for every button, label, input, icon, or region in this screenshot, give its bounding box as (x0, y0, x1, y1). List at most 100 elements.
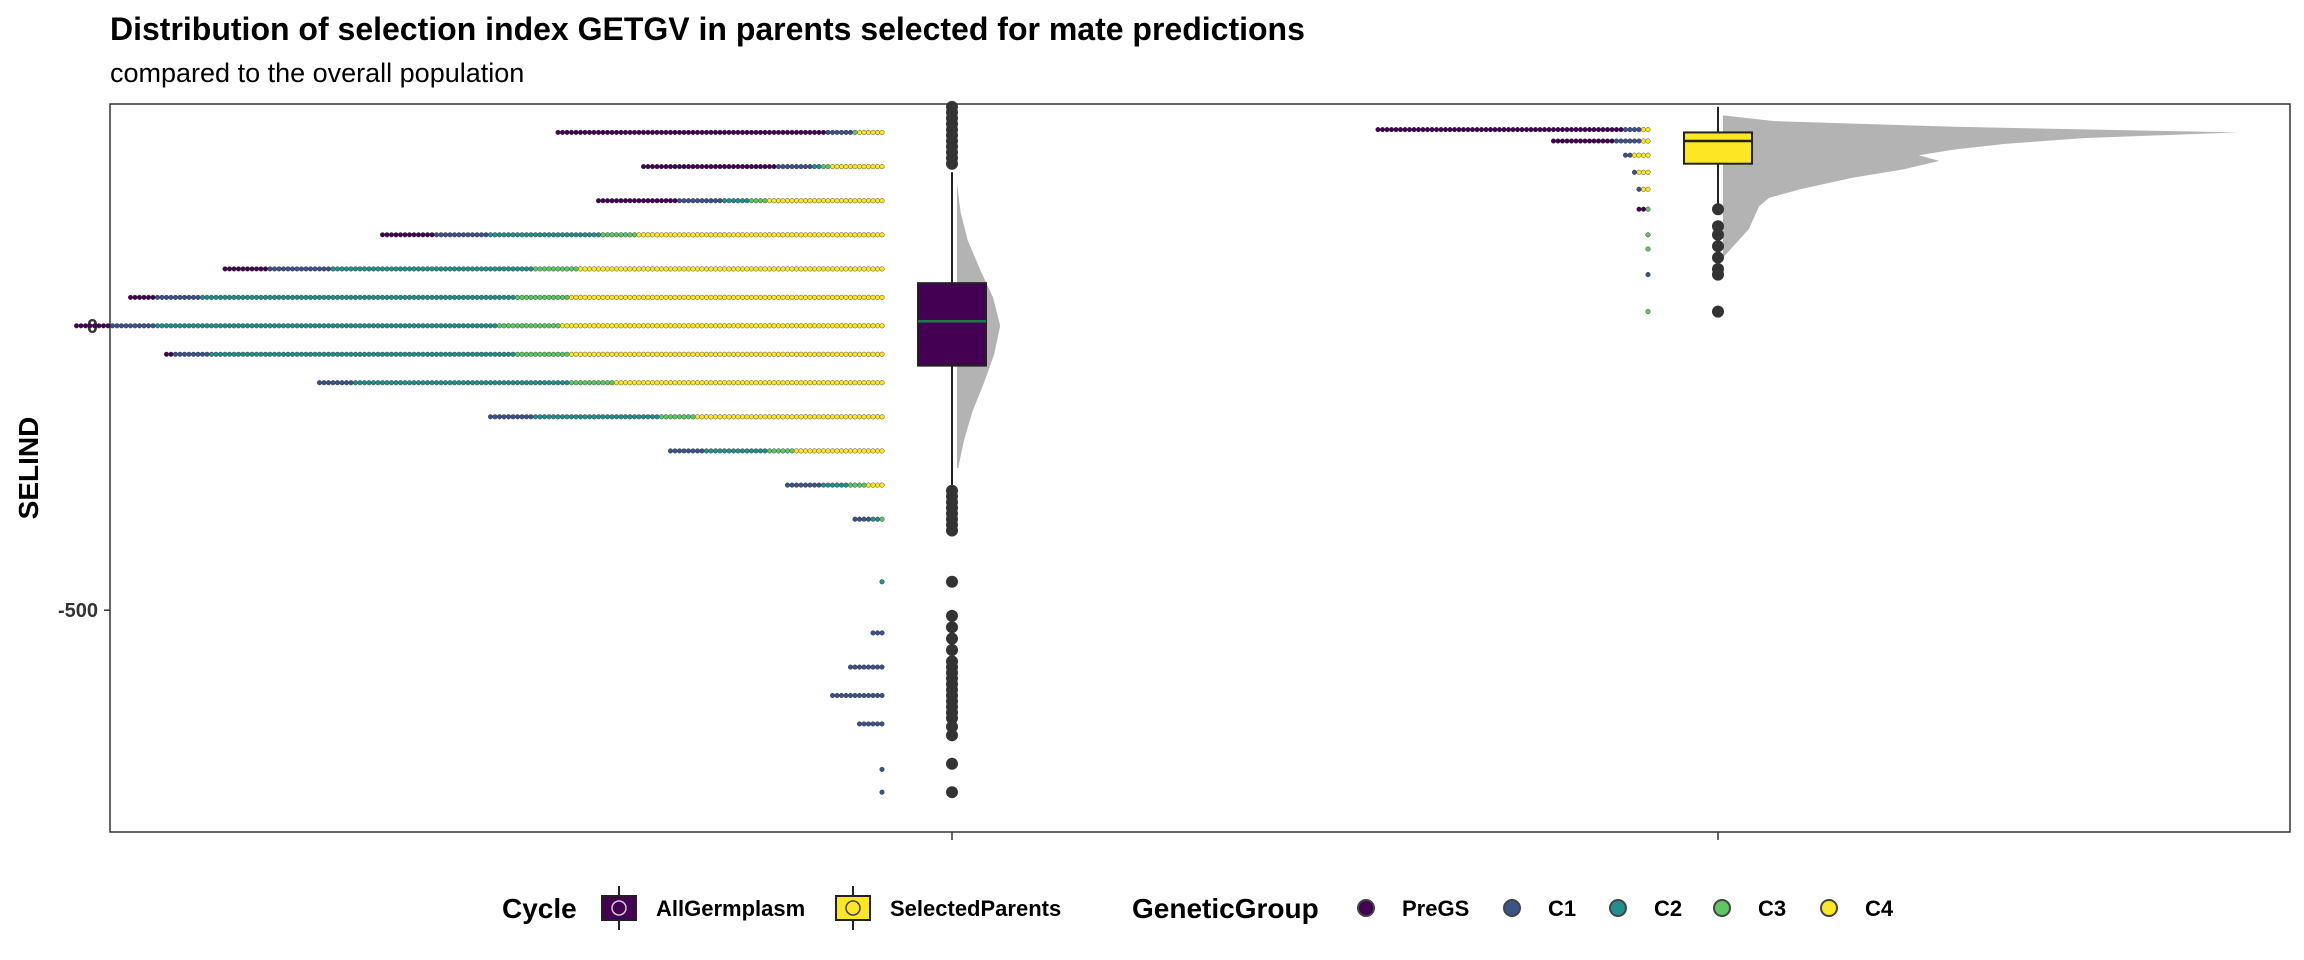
dot-C1 (317, 380, 323, 386)
dot-C4 (825, 232, 831, 238)
dot-C2 (456, 266, 462, 272)
dot-C4 (749, 294, 755, 300)
dot-C2 (290, 294, 296, 300)
dot-PreGS (650, 164, 656, 170)
dot-C2 (294, 323, 300, 329)
dot-C4 (852, 380, 858, 386)
dot-PreGS (650, 198, 656, 204)
dot-C2 (348, 323, 354, 329)
dot-C4 (749, 351, 755, 357)
dot-C1 (447, 232, 453, 238)
dot-C2 (159, 323, 165, 329)
dot-PreGS (1546, 127, 1552, 133)
dot-C3 (569, 380, 575, 386)
dot-C4 (663, 323, 669, 329)
dot-C1 (109, 323, 115, 329)
dot-C2 (384, 323, 390, 329)
dot-C2 (501, 351, 507, 357)
dot-C1 (488, 414, 494, 420)
dot-C4 (663, 294, 669, 300)
outlier-point (1712, 305, 1724, 318)
dot-C2 (258, 294, 264, 300)
dot-C4 (713, 232, 719, 238)
dot-C2 (366, 294, 372, 300)
dot-C4 (843, 164, 849, 170)
dot-C2 (294, 294, 300, 300)
dot-C1 (299, 266, 305, 272)
dot-C4 (753, 351, 759, 357)
dot-C4 (762, 414, 768, 420)
dot-PreGS (623, 129, 629, 135)
dot-PreGS (1456, 127, 1462, 133)
dot-PreGS (141, 294, 147, 300)
dot-C2 (384, 380, 390, 386)
dot-C4 (857, 294, 863, 300)
dot-C4 (875, 482, 881, 488)
dot-C2 (303, 351, 309, 357)
dot-C1 (857, 516, 863, 522)
dot-C1 (1631, 127, 1637, 133)
dot-C2 (447, 351, 453, 357)
dot-C2 (272, 351, 278, 357)
dot-C4 (1645, 152, 1651, 158)
dot-C2 (344, 266, 350, 272)
dot-C4 (861, 129, 867, 135)
dot-C2 (461, 266, 467, 272)
dot-C1 (839, 693, 845, 699)
dot-C4 (839, 448, 845, 454)
dot-C1 (839, 129, 845, 135)
dot-C4 (623, 323, 629, 329)
dot-C2 (416, 266, 422, 272)
dot-C4 (749, 380, 755, 386)
dot-C2 (303, 323, 309, 329)
dot-C2 (560, 232, 566, 238)
dot-C4 (758, 323, 764, 329)
dot-PreGS (663, 129, 669, 135)
dot-PreGS (744, 164, 750, 170)
dot-C1 (1636, 186, 1642, 192)
dot-C4 (798, 351, 804, 357)
dot-C2 (875, 516, 881, 522)
dot-C2 (506, 294, 512, 300)
dot-C2 (816, 164, 822, 170)
legend-title-cycle: Cycle (502, 893, 577, 924)
dot-C3 (749, 198, 755, 204)
dot-C2 (357, 294, 363, 300)
dot-C2 (407, 266, 413, 272)
dot-C2 (483, 294, 489, 300)
dot-C2 (618, 414, 624, 420)
dot-PreGS (677, 164, 683, 170)
dot-C2 (650, 414, 656, 420)
dot-C4 (569, 351, 575, 357)
dot-C2 (456, 351, 462, 357)
dot-C4 (767, 414, 773, 420)
dot-C2 (317, 323, 323, 329)
dot-C1 (479, 232, 485, 238)
dot-C1 (501, 414, 507, 420)
dot-C3 (546, 294, 552, 300)
dot-C2 (506, 351, 512, 357)
dot-C4 (803, 294, 809, 300)
dot-C4 (758, 380, 764, 386)
dot-C2 (339, 323, 345, 329)
dot-C3 (555, 294, 561, 300)
dot-C1 (285, 266, 291, 272)
dot-C4 (582, 294, 588, 300)
dot-C4 (641, 266, 647, 272)
dot-PreGS (762, 129, 768, 135)
dot-C2 (542, 232, 548, 238)
dot-C2 (461, 380, 467, 386)
dot-C1 (834, 693, 840, 699)
dot-C4 (830, 164, 836, 170)
dot-C1 (154, 294, 160, 300)
dot-PreGS (569, 129, 575, 135)
dot-C4 (762, 294, 768, 300)
dot-C1 (303, 266, 309, 272)
dot-PreGS (1415, 127, 1421, 133)
dot-C2 (362, 323, 368, 329)
dot-C1 (483, 232, 489, 238)
dot-C2 (713, 448, 719, 454)
dot-C4 (618, 380, 624, 386)
dot-C2 (452, 294, 458, 300)
dot-C1 (177, 294, 183, 300)
